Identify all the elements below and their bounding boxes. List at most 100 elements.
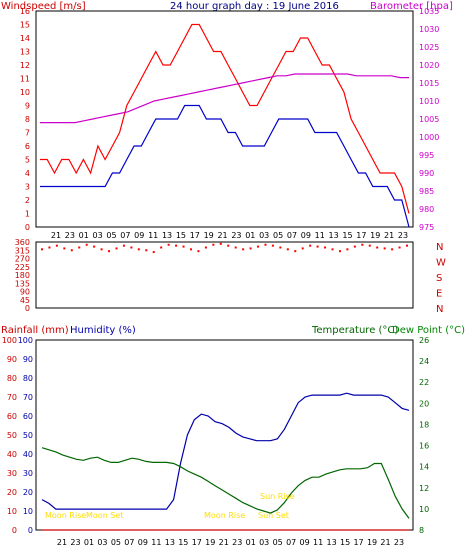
direction-point	[361, 243, 364, 246]
climate-x-tick-label: 11	[313, 538, 323, 547]
direction-point	[338, 250, 341, 253]
direction-point	[175, 244, 178, 247]
direction-point	[78, 246, 81, 249]
direction-point	[137, 248, 140, 251]
climate-x-tick-label: 19	[367, 538, 377, 547]
barometer-y-tick-label: 1015	[419, 79, 439, 88]
rainfall-y-tick-label: 60	[7, 412, 17, 421]
rainfall-y-tick-label: 90	[7, 355, 17, 364]
direction-point	[70, 249, 73, 252]
wind-x-tick-label: 13	[162, 231, 172, 240]
climate-series-line	[41, 447, 410, 519]
humidity-y-tick-label: 10	[23, 507, 33, 516]
climate-panel: 0102030405060708090100010203040506070809…	[2, 336, 429, 547]
temperature-y-tick-label: 12	[419, 484, 429, 493]
direction-y-tick-label: 135	[15, 279, 30, 288]
wind-x-tick-label: 11	[315, 231, 325, 240]
moon-rise-1-annotation: Moon Rise	[45, 511, 86, 520]
temperature-y-tick-label: 22	[419, 378, 429, 387]
climate-x-tick-label: 01	[84, 538, 94, 547]
wind-x-tick-label: 21	[51, 231, 61, 240]
wind-x-tick-label: 17	[190, 231, 200, 240]
climate-x-tick-label: 01	[246, 538, 256, 547]
humidity-y-tick-label: 100	[18, 336, 33, 345]
temperature-y-tick-label: 16	[419, 442, 429, 451]
direction-point	[249, 247, 252, 250]
direction-point	[324, 246, 327, 249]
wind-series-line	[40, 23, 410, 214]
climate-x-tick-label: 05	[273, 538, 283, 547]
climate-panel-frame	[35, 339, 414, 531]
direction-point	[376, 246, 379, 249]
rainfall-y-tick-label: 40	[7, 450, 17, 459]
humidity-y-tick-label: 60	[23, 412, 33, 421]
direction-point	[286, 248, 289, 251]
wind-y-tick-label: 1	[25, 210, 30, 219]
wind-x-tick-label: 11	[148, 231, 158, 240]
wind-y-tick-label: 16	[20, 7, 30, 16]
direction-point	[85, 243, 88, 246]
direction-y-tick-label: 315	[15, 246, 30, 255]
direction-point	[331, 248, 334, 251]
humidity-y-tick-label: 30	[23, 469, 33, 478]
direction-point	[264, 243, 267, 246]
direction-point	[309, 244, 312, 247]
wind-x-tick-label: 23	[231, 231, 241, 240]
compass-label: N	[436, 304, 443, 315]
climate-x-tick-label: 21	[57, 538, 67, 547]
climate-x-tick-label: 07	[286, 538, 296, 547]
barometer-axis-label: Barometer [hpa]	[370, 1, 453, 12]
wind-y-tick-label: 5	[25, 156, 30, 165]
barometer-y-tick-label: 985	[419, 187, 434, 196]
chart-title: 24 hour graph day : 19 June 2016	[170, 1, 339, 12]
temperature-y-tick-label: 8	[419, 526, 424, 535]
direction-point	[301, 247, 304, 250]
wind-y-tick-label: 6	[25, 142, 30, 151]
climate-x-tick-label: 23	[232, 538, 242, 547]
wind-x-tick-label: 23	[398, 231, 408, 240]
temperature-y-tick-label: 10	[419, 505, 429, 514]
rainfall-y-tick-label: 100	[2, 336, 17, 345]
climate-x-tick-label: 17	[192, 538, 202, 547]
direction-y-tick-label: 45	[20, 296, 30, 305]
direction-point	[145, 249, 148, 252]
direction-y-tick-label: 360	[15, 238, 30, 247]
barometer-y-tick-label: 1030	[419, 25, 439, 34]
wind-x-tick-label: 07	[287, 231, 297, 240]
climate-x-tick-label: 21	[219, 538, 229, 547]
direction-point	[219, 242, 222, 245]
direction-point	[316, 245, 319, 248]
wind-x-tick-label: 19	[370, 231, 380, 240]
climate-x-tick-label: 09	[138, 538, 148, 547]
temperature-axis-label: Temperature (°C)	[311, 325, 398, 336]
wind-x-tick-label: 03	[93, 231, 103, 240]
direction-point	[189, 248, 192, 251]
direction-point	[160, 246, 163, 249]
direction-point	[167, 243, 170, 246]
direction-point	[279, 246, 282, 249]
humidity-y-tick-label: 50	[23, 431, 33, 440]
barometer-y-tick-label: 1005	[419, 115, 439, 124]
direction-point	[368, 244, 371, 247]
direction-point	[406, 244, 408, 247]
direction-point	[353, 245, 356, 248]
rainfall-y-tick-label: 10	[7, 507, 17, 516]
direction-y-tick-label: 270	[15, 255, 30, 264]
direction-point	[398, 246, 401, 249]
direction-point	[212, 243, 215, 246]
direction-point	[122, 244, 125, 247]
climate-x-tick-label: 23	[70, 538, 80, 547]
wind-y-tick-label: 9	[25, 102, 30, 111]
wind-y-tick-label: 4	[25, 169, 30, 178]
direction-point	[346, 248, 349, 251]
wind-x-tick-label: 01	[245, 231, 255, 240]
temperature-y-tick-label: 24	[419, 357, 429, 366]
climate-x-tick-label: 23	[394, 538, 404, 547]
compass-label: N	[436, 242, 443, 253]
wind-panel: 0123456789101112131415169759809859909951…	[20, 7, 440, 240]
direction-point	[383, 247, 386, 250]
wind-x-tick-label: 09	[301, 231, 311, 240]
wind-x-tick-label: 21	[217, 231, 227, 240]
humidity-y-tick-label: 90	[23, 355, 33, 364]
